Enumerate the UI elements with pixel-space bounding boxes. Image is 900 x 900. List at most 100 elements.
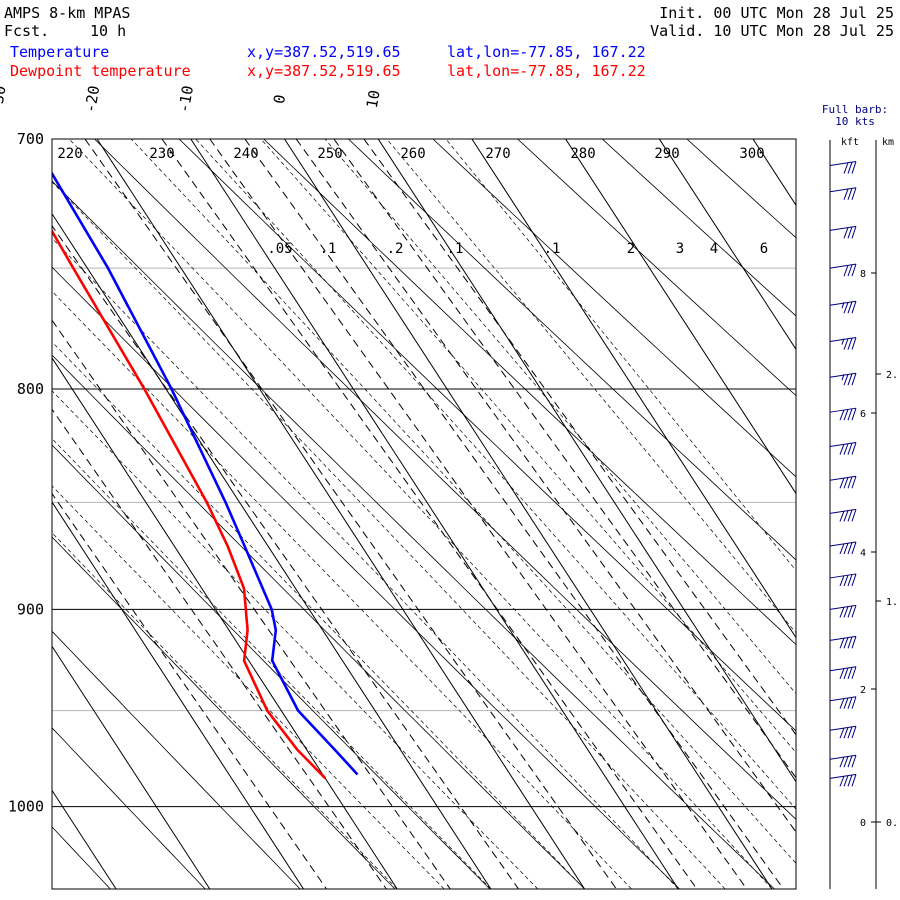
isotherm [52,501,304,889]
mixing-ratio-line [52,319,451,889]
theta-label: 280 [570,146,595,162]
plot-frame [51,138,797,890]
dry-adiabat [52,826,111,889]
wind-barb [829,696,857,709]
dry-adiabat [517,139,796,397]
dry-adiabat [263,139,796,646]
fcst-label: Fcst. [4,22,50,40]
isotherm-label: -10 [175,84,197,114]
wind-barb [829,541,857,555]
isotherm-label: -30 [0,84,10,114]
isotherm [658,139,796,351]
height-ticks: 8 6 4 2 0 2. 1. 0. [860,269,898,829]
legend-dewpoint-xy: x,y=387.52,519.65 [247,62,401,80]
mixing-ratio-line [363,139,796,736]
init-time: Init. 00 UTC Mon 28 Jul 25 [659,4,894,22]
wind-barb-panel: Full barb: 10 kts kft km 8 6 4 2 0 2. 1. 0. [822,103,898,889]
mixing-ratio-line [52,408,387,889]
mixing-ratio-label: .1 [320,241,337,257]
isotherm [52,645,211,889]
legend-temperature-xy: x,y=387.52,519.65 [247,43,401,61]
wind-barb [829,442,857,455]
moist-adiabat [52,290,632,889]
isotherm [377,139,796,783]
mixing-ratio-line [161,139,698,889]
moist-adiabat [324,139,796,695]
mixing-ratio-label: 2 [627,241,635,257]
wind-barb [829,666,857,679]
legend-temperature-latlon: lat,lon=-77.85, 167.22 [447,43,646,61]
mixing-ratio-line [244,139,784,889]
wind-panel-title-line1: Full barb: [822,103,888,116]
theta-label: 300 [739,146,764,162]
legend-dewpoint-name: Dewpoint temperature [10,62,191,80]
wind-barb [829,604,857,618]
isotherm [0,139,22,889]
isotherm-label: 10 [363,89,384,110]
mixing-ratio-line [52,492,327,889]
theta-label: 220 [57,146,82,162]
kft-axis-label: kft [841,137,859,148]
pressure-label: 700 [17,130,44,148]
legend-dewpoint-latlon: lat,lon=-77.85, 167.22 [447,62,646,80]
mixing-ratio-line [84,139,617,889]
isotherm [190,139,679,889]
isotherm [52,357,398,889]
wind-barb [829,225,857,239]
mixing-ratio-label: 4 [710,241,718,257]
wind-barb [829,337,857,350]
isotherm [284,139,773,889]
isotherm [96,139,586,889]
pressure-label: 900 [17,600,44,618]
wind-barb [829,372,857,386]
moist-adiabat [130,139,796,864]
theta-label: 290 [654,146,679,162]
dry-adiabat [52,727,206,889]
mixing-ratio-label: 3 [676,241,684,257]
isotherm-label: 0 [270,93,289,105]
fcst-value: 10 h [90,22,127,40]
mixing-ratio-label: .1 [544,241,561,257]
wind-barb [829,475,857,489]
dry-adiabat [432,139,796,478]
dewpoint-profile [52,228,327,780]
dry-adiabat [52,444,491,889]
theta-label: 240 [233,146,258,162]
valid-time: Valid. 10 UTC Mon 28 Jul 25 [650,22,894,40]
moist-adiabat [52,485,445,889]
theta-label: 250 [317,146,342,162]
km-axis-label: km [882,137,894,148]
dry-adiabat [686,139,796,239]
moist-adiabat [386,139,796,634]
kft-tick-label: 0 [860,818,866,829]
isotherm [52,212,492,889]
wind-barbs [829,161,857,787]
temperature-profile [52,171,359,776]
wind-barb [829,161,857,174]
theta-label: 230 [149,146,174,162]
kft-tick-label: 6 [860,409,866,420]
dry-adiabat [348,139,796,561]
mixing-ratio-label: 6 [760,241,768,257]
moist-adiabat [52,237,679,889]
mixing-ratio-line [295,139,796,833]
skew-t-background-lines [0,139,796,889]
theta-label: 270 [485,146,510,162]
wind-barb [829,754,857,768]
axis-labels: 7008009001000-70-60-50-40-30-20-10010220… [0,84,768,815]
isotherm-label: -20 [81,84,103,114]
wind-barb [829,573,857,587]
isotherm [471,139,796,639]
moist-adiabat [52,532,398,889]
wind-barb [829,773,857,787]
moist-adiabat [52,390,539,889]
kft-tick-label: 4 [860,548,866,559]
legend-temperature-name: Temperature [10,43,110,61]
mixing-ratio-label: .05 [267,241,292,257]
dry-adiabat [94,139,796,820]
dry-adiabat [52,180,775,889]
km-tick-label: 2. [886,370,898,381]
wind-barb [829,635,857,649]
wind-panel-title-line2: 10 kts [835,115,875,128]
